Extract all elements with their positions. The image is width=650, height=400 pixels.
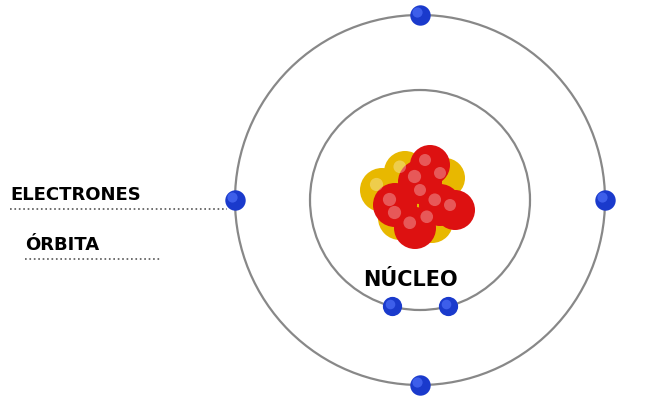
Point — [227, 194, 237, 200]
Circle shape — [383, 193, 396, 206]
Circle shape — [425, 158, 465, 198]
Point — [412, 9, 423, 15]
Circle shape — [388, 206, 401, 219]
Text: NÚCLEO: NÚCLEO — [363, 270, 458, 290]
Circle shape — [410, 145, 450, 185]
Point — [600, 197, 610, 203]
Text: ÓRBITA: ÓRBITA — [25, 236, 99, 254]
Circle shape — [434, 167, 446, 179]
Circle shape — [378, 196, 422, 240]
Circle shape — [370, 178, 383, 191]
Point — [386, 303, 396, 310]
Point — [597, 194, 607, 200]
Point — [415, 12, 425, 18]
Point — [441, 301, 452, 308]
Circle shape — [360, 168, 404, 212]
Circle shape — [405, 175, 445, 215]
Circle shape — [398, 160, 442, 204]
Circle shape — [428, 194, 441, 206]
Circle shape — [393, 160, 406, 173]
Circle shape — [411, 201, 453, 243]
Point — [230, 197, 240, 203]
Circle shape — [373, 183, 417, 227]
Circle shape — [408, 170, 421, 183]
Circle shape — [404, 216, 416, 229]
Circle shape — [384, 151, 426, 193]
Circle shape — [394, 207, 436, 249]
Circle shape — [419, 154, 431, 166]
Text: ELECTRONES: ELECTRONES — [10, 186, 141, 204]
Circle shape — [414, 184, 426, 196]
Point — [384, 301, 395, 308]
Circle shape — [421, 210, 433, 223]
Point — [412, 379, 423, 385]
Circle shape — [444, 199, 456, 211]
Point — [443, 303, 454, 310]
Circle shape — [435, 190, 475, 230]
Circle shape — [419, 184, 461, 226]
Point — [415, 382, 425, 388]
